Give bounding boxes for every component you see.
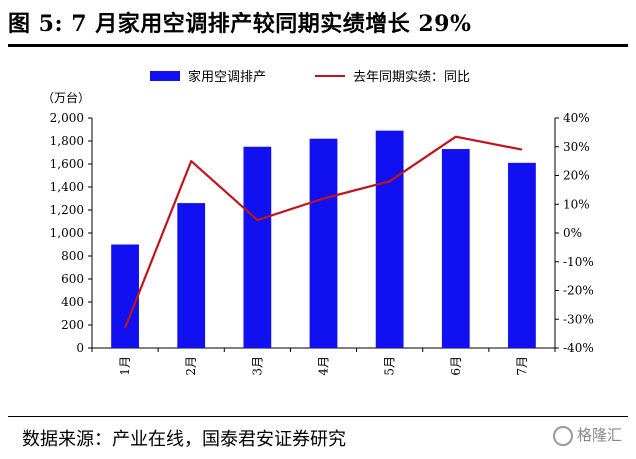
combo-chart: 家用空调排产 去年同期实绩：同比 （万台） 0 200 400 600 800 1,000…	[42, 69, 594, 376]
axes: 0 200 400 600 800 1,000 1,200 1,400 1,600 1,800 2,…	[50, 111, 594, 355]
bar	[309, 138, 338, 348]
line-series	[124, 135, 523, 329]
bar	[243, 146, 272, 348]
y-tick-label-left: 1,600	[50, 157, 84, 171]
x-tick-labels: 1月 2月 3月 4月 5月 6月 7月	[118, 356, 529, 376]
y-tick-label-left: 2,000	[50, 111, 84, 125]
y-tick-label-right: -30%	[563, 312, 594, 326]
footer-divider	[8, 416, 628, 417]
x-tick-label: 7月	[515, 356, 529, 376]
y-tick-label-right: -10%	[563, 255, 594, 269]
y-tick-label-right: 40%	[563, 111, 590, 125]
y-tick-label-right: 10%	[563, 197, 590, 211]
y-tick-label-left: 1,800	[50, 134, 84, 148]
x-tick-label: 1月	[118, 356, 132, 376]
x-tick-label: 3月	[250, 356, 264, 376]
legend-bar-swatch	[150, 71, 180, 81]
y-axis-unit-label: （万台）	[42, 90, 90, 105]
watermark-logo-icon	[552, 425, 573, 446]
y-tick-label-right: 30%	[563, 140, 590, 154]
chart-legend: 家用空调排产 去年同期实绩：同比	[150, 69, 470, 85]
y-tick-label-left: 400	[61, 295, 84, 309]
y-tick-label-right: 0%	[563, 226, 582, 240]
bar	[177, 203, 206, 348]
y-tick-label-left: 1,400	[50, 180, 84, 194]
y-tick-label-right: -20%	[563, 284, 594, 298]
watermark-text: 格隆汇	[576, 426, 622, 444]
y-tick-label-left: 800	[61, 249, 84, 263]
y-tick-label-left: 600	[61, 272, 84, 286]
y-tick-label-left: 200	[61, 318, 84, 332]
y-tick-label-right: -40%	[563, 341, 594, 355]
yoy-line	[124, 135, 523, 329]
x-tick-label: 6月	[449, 356, 463, 376]
legend-bar-label: 家用空调排产	[188, 69, 266, 85]
y-tick-label-right: 20%	[563, 169, 590, 183]
bar	[508, 162, 536, 348]
x-tick-label: 2月	[184, 356, 198, 376]
bar	[111, 244, 139, 348]
watermark: 格隆汇	[552, 424, 622, 446]
bar	[441, 149, 470, 348]
x-tick-label: 4月	[317, 356, 331, 376]
source-note: 数据来源：产业在线，国泰君安证券研究	[22, 429, 346, 450]
y-tick-label-left: 1,000	[50, 226, 84, 240]
bar	[375, 130, 404, 348]
chart-title: 图 5: 7 月家用空调排产较同期实绩增长 29%	[8, 11, 472, 37]
y-tick-label-left: 0	[76, 341, 84, 355]
title-divider	[8, 44, 628, 47]
bar-series	[111, 130, 536, 348]
x-tick-label: 5月	[383, 356, 397, 376]
y-tick-label-left: 1,200	[50, 203, 84, 217]
legend-line-label: 去年同期实绩：同比	[353, 70, 470, 85]
